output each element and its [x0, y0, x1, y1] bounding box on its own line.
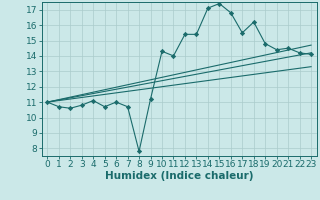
X-axis label: Humidex (Indice chaleur): Humidex (Indice chaleur)	[105, 171, 253, 181]
